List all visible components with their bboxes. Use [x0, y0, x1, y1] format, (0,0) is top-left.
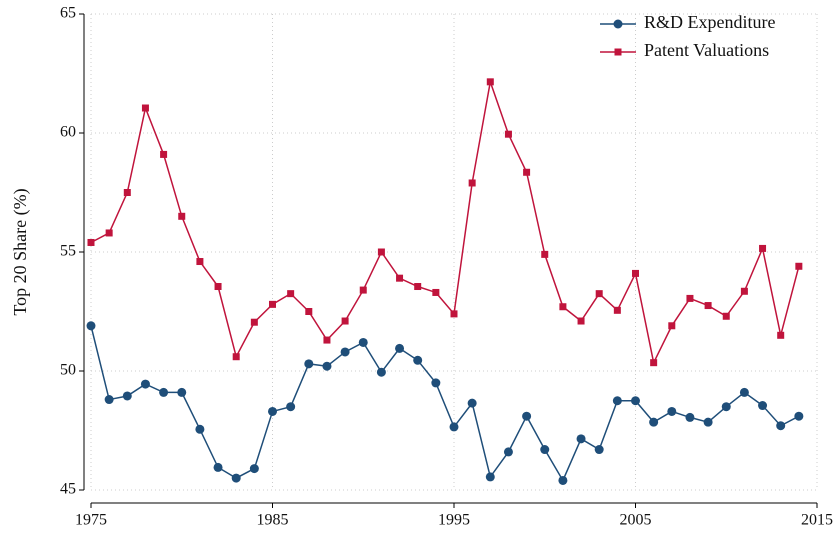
- legend-label: R&D Expenditure: [644, 12, 775, 32]
- marker: [467, 398, 477, 408]
- marker: [177, 387, 187, 397]
- x-tick-label: 1995: [438, 512, 470, 529]
- marker: [286, 402, 296, 412]
- marker: [305, 308, 313, 315]
- marker: [140, 379, 150, 389]
- marker: [740, 287, 748, 295]
- marker: [358, 337, 368, 347]
- marker: [577, 317, 585, 325]
- marker: [104, 395, 114, 405]
- marker: [414, 283, 422, 291]
- marker: [739, 387, 749, 397]
- marker: [794, 411, 804, 421]
- marker: [86, 321, 96, 331]
- marker: [522, 411, 532, 421]
- marker: [449, 422, 459, 432]
- marker: [213, 462, 223, 472]
- marker: [122, 391, 132, 401]
- marker: [776, 421, 786, 431]
- marker: [269, 300, 276, 308]
- y-tick-label: 65: [60, 5, 76, 22]
- marker: [686, 294, 694, 302]
- marker: [105, 229, 113, 237]
- marker: [485, 472, 495, 482]
- series-line: [90, 78, 800, 365]
- marker: [650, 359, 658, 367]
- x-tick-label: 1975: [75, 512, 107, 529]
- legend-label: Patent Valuations: [644, 40, 769, 60]
- marker: [558, 475, 568, 485]
- y-tick-label: 60: [60, 124, 76, 141]
- marker: [595, 290, 603, 298]
- marker: [431, 378, 441, 388]
- marker: [323, 336, 331, 344]
- marker: [576, 434, 586, 444]
- x-tick-label: 1985: [257, 512, 289, 529]
- marker: [231, 473, 241, 483]
- marker: [541, 250, 549, 258]
- marker: [340, 347, 350, 357]
- marker: [123, 189, 131, 196]
- marker: [668, 322, 676, 330]
- marker: [160, 150, 168, 158]
- marker: [758, 401, 768, 411]
- marker: [721, 402, 731, 412]
- marker: [685, 412, 695, 422]
- marker: [178, 212, 186, 220]
- marker: [503, 447, 513, 457]
- marker: [486, 78, 494, 86]
- marker: [377, 248, 385, 256]
- marker: [159, 387, 169, 397]
- marker: [649, 417, 659, 427]
- marker: [268, 406, 277, 416]
- marker: [376, 367, 386, 377]
- marker: [87, 238, 95, 246]
- marker: [432, 288, 440, 296]
- marker: [396, 274, 404, 282]
- marker: [196, 258, 204, 266]
- marker: [504, 130, 512, 138]
- marker: [703, 417, 713, 427]
- marker: [304, 359, 314, 369]
- marker: [359, 286, 367, 294]
- marker: [704, 302, 712, 310]
- marker: [450, 310, 458, 318]
- marker: [214, 283, 222, 291]
- marker: [287, 290, 295, 298]
- marker: [613, 306, 621, 314]
- marker: [559, 303, 567, 311]
- marker: [667, 406, 677, 416]
- y-tick-label: 45: [60, 481, 76, 498]
- series-line: [90, 325, 800, 483]
- y-tick-label: 55: [60, 243, 76, 260]
- marker: [777, 331, 785, 339]
- y-tick-label: 50: [60, 362, 76, 379]
- marker: [468, 179, 476, 187]
- x-tick-label: 2005: [620, 512, 652, 529]
- marker: [250, 318, 258, 326]
- marker: [613, 19, 623, 29]
- marker: [232, 353, 240, 361]
- marker: [614, 48, 622, 56]
- marker: [631, 396, 640, 406]
- x-tick-label: 2015: [801, 512, 833, 529]
- marker: [395, 343, 405, 353]
- marker: [195, 424, 205, 434]
- marker: [540, 445, 550, 455]
- marker: [795, 262, 803, 270]
- marker: [759, 244, 767, 252]
- marker: [722, 312, 730, 320]
- marker: [322, 361, 332, 371]
- marker: [523, 168, 531, 176]
- marker: [612, 396, 622, 406]
- marker: [141, 104, 149, 112]
- marker: [413, 355, 423, 365]
- y-axis-label: Top 20 Share (%): [10, 188, 31, 315]
- marker: [249, 464, 259, 474]
- marker: [341, 317, 349, 325]
- marker: [632, 269, 639, 277]
- marker: [594, 445, 604, 455]
